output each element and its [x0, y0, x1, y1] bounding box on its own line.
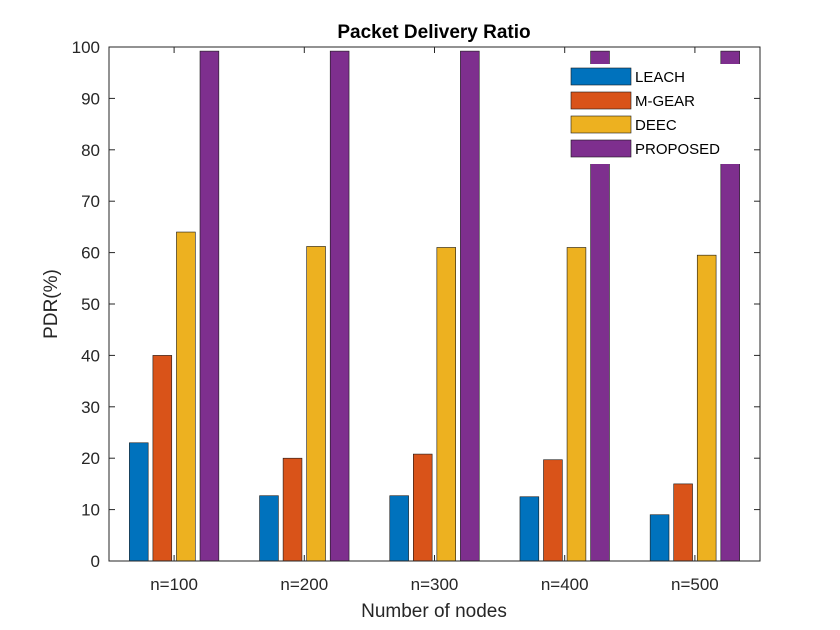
legend-label: DEEC: [635, 117, 677, 134]
y-tick-label: 80: [81, 141, 100, 160]
bar-deec-n500: [696, 254, 717, 562]
bar-leach-n400: [519, 496, 540, 562]
bar-proposed-n100: [199, 50, 220, 562]
bar-m-gear-n200: [282, 457, 303, 562]
x-tick-label: n=200: [280, 575, 328, 594]
y-axis-ticks: 0 10 20 30 40 50 60 70 80 90 100: [72, 38, 760, 571]
y-tick-label: 10: [81, 501, 100, 520]
y-tick-label: 0: [91, 552, 100, 571]
y-tick-label: 50: [81, 295, 100, 314]
bar-m-gear-n400: [543, 459, 563, 562]
legend-label: LEACH: [635, 69, 685, 86]
y-tick-label: 30: [81, 398, 100, 417]
y-tick-label: 40: [81, 346, 100, 365]
bar-deec-n200: [306, 246, 326, 562]
bar-deec-n400: [566, 247, 587, 562]
x-tick-label: n=500: [671, 575, 719, 594]
legend-swatch: [570, 115, 632, 134]
bar-m-gear-n500: [673, 483, 693, 562]
bar-leach-n200: [259, 495, 279, 562]
y-tick-label: 20: [81, 449, 100, 468]
bar-proposed-n300: [460, 50, 480, 562]
bar-deec-n100: [176, 231, 196, 562]
x-tick-label: n=400: [541, 575, 589, 594]
x-axis-ticks: n=100 n=200 n=300 n=400 n=500: [150, 47, 719, 594]
legend: LEACH M-GEAR DEEC PROPOSED: [565, 64, 743, 164]
bar-deec-n300: [436, 247, 456, 562]
bar-leach-n500: [649, 514, 670, 562]
bar-proposed-n200: [329, 50, 350, 562]
x-tick-label: n=300: [411, 575, 459, 594]
chart-title: Packet Delivery Ratio: [337, 22, 530, 43]
x-tick-label: n=100: [150, 575, 198, 594]
y-tick-label: 60: [81, 244, 100, 263]
y-tick-label: 90: [81, 89, 100, 108]
x-axis-label: Number of nodes: [361, 601, 507, 622]
bars-group: [129, 50, 740, 562]
legend-swatch: [570, 91, 632, 110]
bar-m-gear-n100: [152, 355, 173, 562]
bar-leach-n300: [389, 495, 409, 562]
y-tick-label: 70: [81, 192, 100, 211]
legend-label: PROPOSED: [635, 141, 720, 158]
y-tick-label: 100: [72, 38, 100, 57]
y-axis-label: PDR(%): [41, 269, 62, 339]
legend-label: M-GEAR: [635, 93, 695, 110]
bar-leach-n100: [129, 442, 149, 562]
legend-swatch: [570, 139, 632, 158]
bar-m-gear-n300: [413, 453, 433, 562]
legend-swatch: [570, 67, 632, 86]
